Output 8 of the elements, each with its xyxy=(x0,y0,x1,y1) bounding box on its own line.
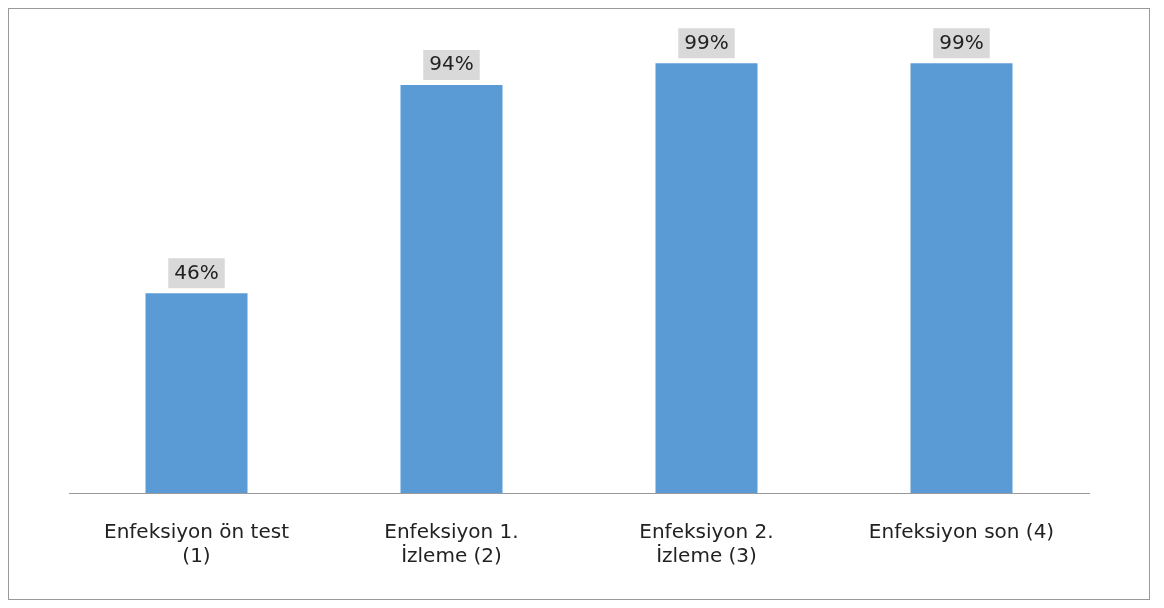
data-label: 94% xyxy=(429,51,474,76)
x-tick-label: Enfeksiyon son (4) xyxy=(868,519,1055,544)
x-tick-label: Enfeksiyon 2. İzleme (3) xyxy=(639,519,774,568)
x-tick-label: Enfeksiyon ön test (1) xyxy=(104,519,290,568)
data-label: 46% xyxy=(174,259,219,284)
x-tick-label: Enfeksiyon 1. İzleme (2) xyxy=(384,519,519,568)
data-label: 99% xyxy=(939,29,984,54)
data-label: 99% xyxy=(684,29,729,54)
